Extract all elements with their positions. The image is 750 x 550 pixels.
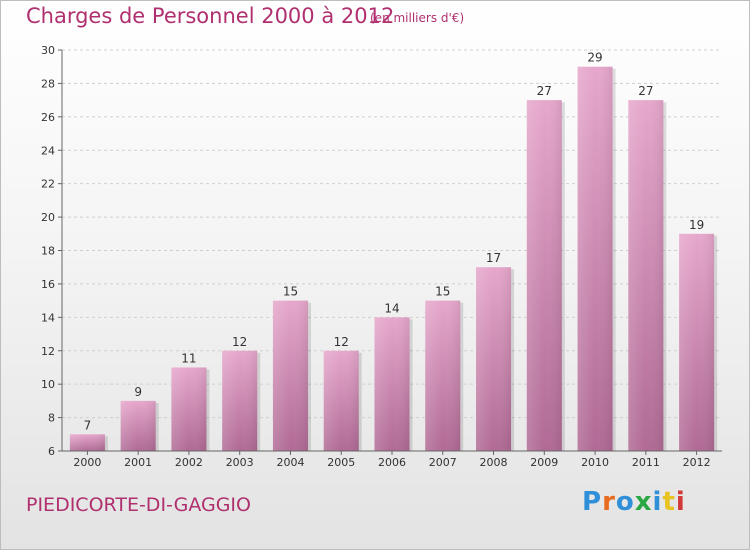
x-tick-label: 2010 — [581, 456, 609, 469]
data-label: 9 — [134, 385, 142, 399]
x-tick-label: 2004 — [276, 456, 304, 469]
logo-letter: t — [662, 487, 676, 517]
x-tick-label: 2003 — [226, 456, 254, 469]
logo-letter: i — [652, 487, 663, 517]
bar-shine — [323, 350, 359, 451]
y-tick-label: 18 — [41, 245, 55, 258]
data-label: 15 — [283, 285, 298, 299]
y-tick-label: 10 — [41, 378, 55, 391]
logo-letter: x — [634, 487, 653, 517]
y-tick-label: 12 — [41, 345, 55, 358]
y-tick-label: 24 — [41, 144, 55, 157]
bar-shine — [679, 233, 715, 451]
bar-shine — [272, 300, 308, 451]
data-label: 15 — [435, 285, 450, 299]
y-tick-label: 30 — [41, 44, 55, 57]
data-label: 27 — [537, 84, 552, 98]
logo-letter: o — [615, 487, 635, 517]
bars — [69, 66, 718, 451]
y-tick-label: 16 — [41, 278, 55, 291]
commune-name: PIEDICORTE-DI-GAGGIO — [26, 494, 251, 516]
logo-letter: P — [582, 487, 603, 517]
y-tick-label: 20 — [41, 211, 55, 224]
x-tick-label: 2011 — [632, 456, 660, 469]
y-tick-label: 6 — [48, 445, 55, 458]
labels: 6 8 10 12 14 16 18 20 22 24 26 28 30 7 2000 9 2001 11 2002… — [41, 44, 711, 469]
bar-shine — [425, 300, 461, 451]
y-tick-label: 8 — [48, 412, 55, 425]
bar-shine — [476, 267, 512, 451]
x-tick-label: 2012 — [683, 456, 711, 469]
x-tick-label: 2005 — [327, 456, 355, 469]
y-tick-label: 26 — [41, 111, 55, 124]
bar-shine — [526, 100, 562, 451]
proxiti-logo: Proxiti — [582, 487, 686, 517]
logo-letter: i — [675, 487, 686, 517]
data-label: 19 — [689, 218, 704, 232]
chart-subtitle: (en milliers d'€) — [370, 11, 465, 25]
x-tick-label: 2000 — [73, 456, 101, 469]
data-label: 27 — [638, 84, 653, 98]
data-label: 17 — [486, 251, 501, 265]
x-tick-label: 2001 — [124, 456, 152, 469]
data-label: 12 — [334, 335, 349, 349]
bar-shine — [628, 100, 664, 451]
x-tick-label: 2007 — [429, 456, 457, 469]
x-tick-label: 2002 — [175, 456, 203, 469]
y-tick-label: 22 — [41, 178, 55, 191]
chart-title: Charges de Personnel 2000 à 2012 — [26, 4, 395, 28]
bar-shine — [69, 434, 105, 451]
data-label: 12 — [232, 335, 247, 349]
bar-shine — [120, 400, 156, 451]
x-tick-label: 2009 — [530, 456, 558, 469]
bar-shine — [171, 367, 207, 451]
bar-shine — [222, 350, 258, 451]
y-tick-label: 28 — [41, 77, 55, 90]
bar-shine — [577, 66, 613, 451]
x-tick-label: 2008 — [480, 456, 508, 469]
data-label: 7 — [84, 418, 92, 432]
data-label: 29 — [587, 51, 602, 65]
x-tick-label: 2006 — [378, 456, 406, 469]
data-label: 11 — [181, 351, 196, 365]
bar-shine — [374, 317, 410, 451]
y-tick-label: 14 — [41, 311, 55, 324]
logo-letter: r — [602, 487, 616, 517]
data-label: 14 — [384, 301, 399, 315]
axes — [58, 49, 722, 455]
